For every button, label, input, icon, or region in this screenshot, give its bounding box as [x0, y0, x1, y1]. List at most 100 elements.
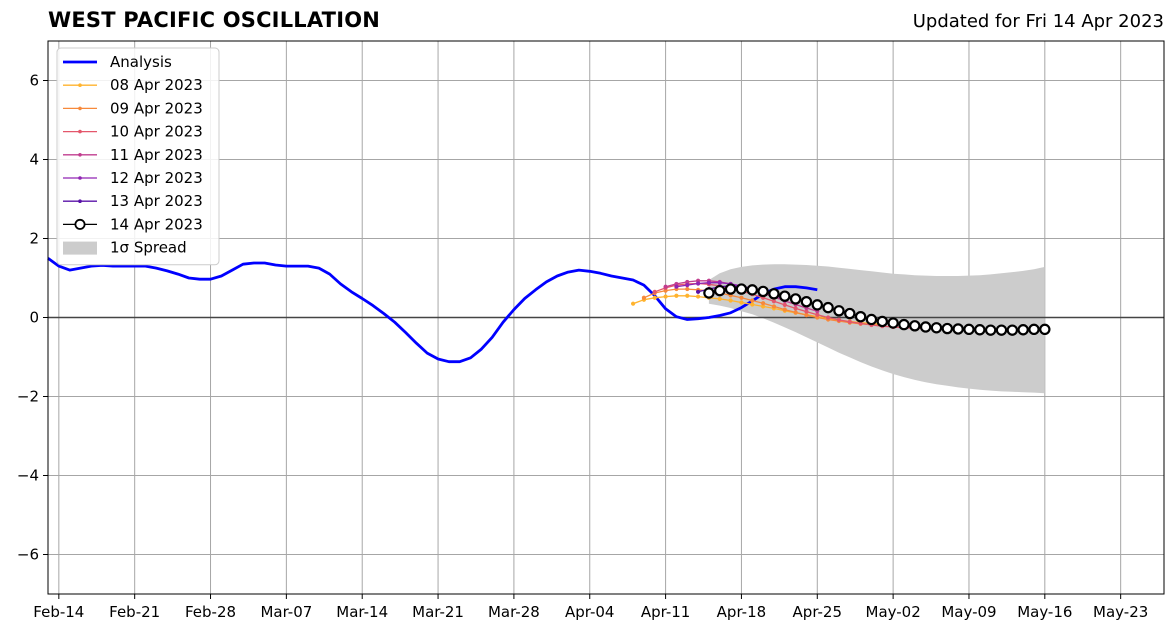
data-point [876, 315, 888, 328]
data-point [652, 295, 657, 300]
chart-subtitle: Updated for Fri 14 Apr 2023 [912, 11, 1164, 32]
data-point [898, 318, 910, 331]
legend-box [56, 47, 220, 266]
y-tick-label: 0 [29, 309, 39, 327]
x-tick-label: May-23 [1093, 603, 1148, 621]
data-point [789, 293, 802, 305]
data-point [854, 311, 867, 323]
data-point [735, 283, 748, 295]
data-point [685, 286, 690, 292]
data-point [826, 315, 831, 320]
x-tick-label: Mar-28 [488, 603, 540, 621]
data-point [804, 313, 809, 318]
data-point [771, 299, 777, 304]
data-point [1017, 324, 1029, 336]
data-point [782, 302, 787, 307]
legend-label: 14 Apr 2023 [110, 215, 203, 233]
legend-label: 09 Apr 2023 [110, 99, 203, 117]
data-point [811, 299, 823, 311]
data-point [717, 280, 722, 285]
legend-label: 10 Apr 2023 [110, 123, 203, 141]
legend-label: 08 Apr 2023 [110, 76, 203, 94]
legend-item: 09 Apr 2023 [63, 99, 203, 117]
data-point [847, 319, 852, 324]
data-point [641, 295, 647, 300]
legend-marker [78, 176, 82, 180]
legend-label: 13 Apr 2023 [110, 192, 203, 210]
data-point [779, 290, 791, 302]
data-point [815, 312, 820, 317]
data-point [800, 296, 813, 308]
data-point [717, 296, 722, 302]
x-tick-label: Apr-18 [717, 603, 767, 621]
data-point [782, 307, 787, 312]
data-point [630, 301, 636, 306]
data-point [844, 307, 856, 320]
y-tick-label: 6 [29, 72, 39, 90]
legend-label: 1σ Spread [110, 239, 187, 257]
y-tick-label: −2 [17, 388, 39, 406]
data-point [757, 285, 769, 298]
data-point [941, 322, 954, 335]
data-point [822, 301, 834, 314]
data-point [793, 306, 798, 311]
data-point [1006, 324, 1019, 336]
series-14-apr-2023 [703, 283, 1051, 336]
data-point [804, 309, 809, 314]
data-point [695, 289, 701, 294]
data-point [674, 284, 679, 289]
legend-item: 1σ Spread [63, 239, 187, 257]
data-point [685, 293, 690, 298]
x-tick-label: Mar-21 [412, 603, 464, 621]
data-point [746, 284, 758, 296]
data-point [761, 301, 766, 306]
y-tick-label: 2 [29, 230, 39, 248]
y-tick-label: −6 [17, 546, 39, 564]
x-tick-label: Mar-07 [260, 603, 312, 621]
data-point [974, 324, 986, 336]
x-tick-label: Apr-11 [641, 603, 691, 621]
data-point [663, 294, 668, 299]
legend-marker [78, 129, 82, 134]
x-tick-label: Mar-14 [336, 603, 388, 621]
data-point [728, 298, 733, 303]
data-point [836, 317, 842, 322]
data-point [865, 313, 878, 326]
chart-title: WEST PACIFIC OSCILLATION [48, 8, 381, 32]
data-point [685, 283, 690, 288]
legend-item: 10 Apr 2023 [63, 123, 203, 141]
series-line [654, 282, 948, 330]
data-point [963, 323, 975, 336]
data-point [706, 280, 712, 285]
data-point [984, 324, 997, 336]
data-point [833, 305, 845, 317]
series-line [47, 257, 818, 364]
x-tick-label: May-16 [1017, 603, 1072, 621]
legend-item: 14 Apr 2023 [63, 215, 203, 233]
legend-item: 12 Apr 2023 [63, 169, 203, 187]
legend-label: 12 Apr 2023 [110, 169, 203, 187]
legend-marker [78, 106, 82, 111]
x-tick-label: May-09 [941, 603, 996, 621]
data-point [714, 284, 726, 297]
data-point [995, 324, 1008, 336]
series-analysis [47, 257, 818, 364]
legend-marker [78, 199, 82, 203]
data-point [724, 283, 737, 295]
data-point [768, 288, 780, 300]
data-point [887, 317, 899, 329]
y-tick-label: −4 [17, 467, 39, 485]
x-tick-label: Apr-04 [565, 603, 615, 621]
y-tick-label: 4 [29, 151, 39, 169]
data-point [739, 300, 744, 305]
axes: Feb-14 Feb-21 Feb-28 Mar-07 Mar-14 Mar-21 Mar-… [17, 72, 1148, 622]
legend-item: 13 Apr 2023 [63, 192, 203, 210]
legend-item: 11 Apr 2023 [63, 146, 203, 164]
data-point [695, 294, 701, 299]
legend-label: Analysis [110, 53, 172, 71]
data-point [930, 322, 943, 334]
data-point [919, 321, 932, 333]
legend: Analysis 08 Apr 2023 09 Apr 2023 10 Apr 202… [56, 47, 220, 266]
x-tick-label: Feb-14 [33, 603, 84, 621]
legend-marker [74, 218, 86, 230]
